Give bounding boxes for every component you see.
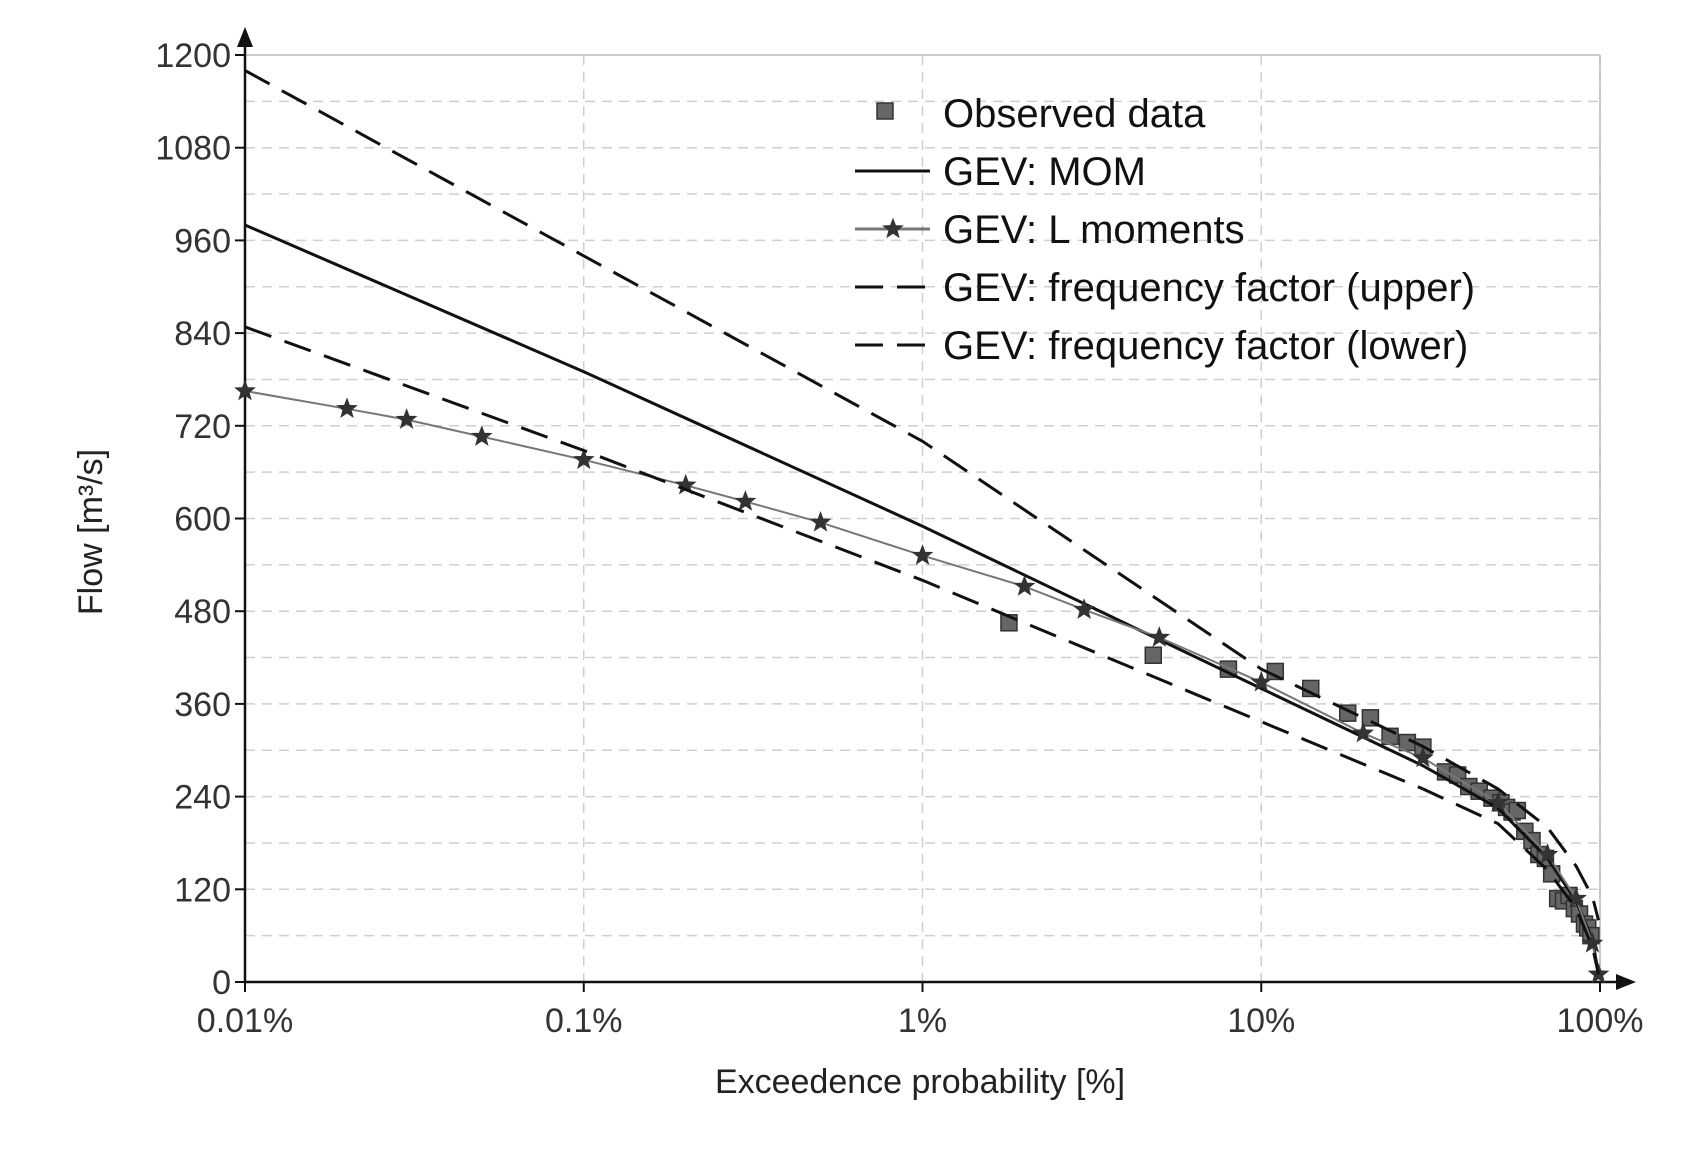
- series-point: [1352, 721, 1375, 743]
- series-point: [395, 408, 418, 429]
- legend-item: GEV: frequency factor (lower): [855, 324, 1468, 368]
- x-tick-label: 10%: [1227, 1002, 1295, 1040]
- legend-item: GEV: frequency factor (upper): [855, 266, 1475, 310]
- series-point: [234, 379, 256, 401]
- series-point: [1581, 931, 1604, 953]
- legend-label: Observed data: [943, 92, 1206, 136]
- x-axis-arrow: [1616, 974, 1636, 990]
- y-tick-label: 720: [174, 408, 231, 446]
- legend-label: GEV: MOM: [943, 150, 1146, 194]
- series-gev-frequency-factor-upper-: [244, 69, 1600, 921]
- legend-label: GEV: frequency factor (lower): [943, 324, 1468, 368]
- y-axis-arrow: [237, 27, 253, 47]
- series-gev-frequency-factor-lower-: [244, 325, 1600, 975]
- series-point: [572, 448, 595, 470]
- x-tick-label: 100%: [1557, 1002, 1644, 1040]
- tick-labels-layer: 0 120 240 360 480 600 720 840 960 1080 1200 0.01% 0.…: [155, 37, 1643, 1040]
- x-tick-label: 0.1%: [545, 1002, 623, 1040]
- series-point: [1073, 598, 1095, 619]
- series-observed-data: [1000, 614, 1600, 945]
- series-point: [911, 544, 934, 565]
- legend-item: GEV: L moments: [855, 208, 1245, 252]
- grid-layer: [245, 54, 1601, 982]
- series-point: [336, 397, 358, 419]
- y-tick-label: 1080: [155, 130, 231, 168]
- series-point: [1148, 626, 1171, 647]
- y-tick-label: 960: [174, 222, 231, 260]
- series-point: [1536, 843, 1559, 864]
- y-tick-label: 840: [174, 315, 231, 353]
- x-tick-label: 1%: [898, 1002, 947, 1040]
- series-point: [809, 510, 832, 532]
- series-point: [1487, 791, 1509, 813]
- series-point: [1565, 887, 1587, 908]
- legend-marker: [876, 102, 894, 120]
- legend: Observed data GEV: MOM GEV: L moments GEV: …: [855, 92, 1475, 368]
- y-tick-label: 0: [212, 964, 231, 1002]
- y-tick-label: 120: [174, 871, 231, 909]
- legend-label: GEV: frequency factor (upper): [943, 266, 1475, 310]
- x-tick-label: 0.01%: [197, 1002, 293, 1040]
- x-axis-title: Exceedence probability [%]: [715, 1063, 1125, 1101]
- y-tick-label: 360: [174, 686, 231, 724]
- y-axis-title: Flow [m³/s]: [72, 449, 110, 615]
- legend-item: GEV: MOM: [855, 150, 1146, 194]
- axes-layer: [235, 27, 1636, 992]
- series-layer: [234, 69, 1610, 984]
- series-point: [1013, 575, 1036, 596]
- series-line: [244, 325, 1600, 975]
- legend-label: GEV: L moments: [943, 208, 1245, 252]
- series-point: [1144, 646, 1163, 664]
- series-point: [470, 425, 493, 446]
- y-tick-label: 480: [174, 593, 231, 631]
- series-point: [1412, 746, 1434, 768]
- y-tick-label: 240: [174, 779, 231, 817]
- legend-item: Observed data: [876, 92, 1206, 136]
- series-point: [734, 490, 757, 511]
- y-tick-label: 600: [174, 501, 231, 539]
- y-tick-label: 1200: [155, 37, 231, 75]
- series-point: [1250, 670, 1273, 692]
- legend-marker: [882, 217, 904, 239]
- series-line: [244, 69, 1600, 921]
- series-line: [244, 390, 1600, 975]
